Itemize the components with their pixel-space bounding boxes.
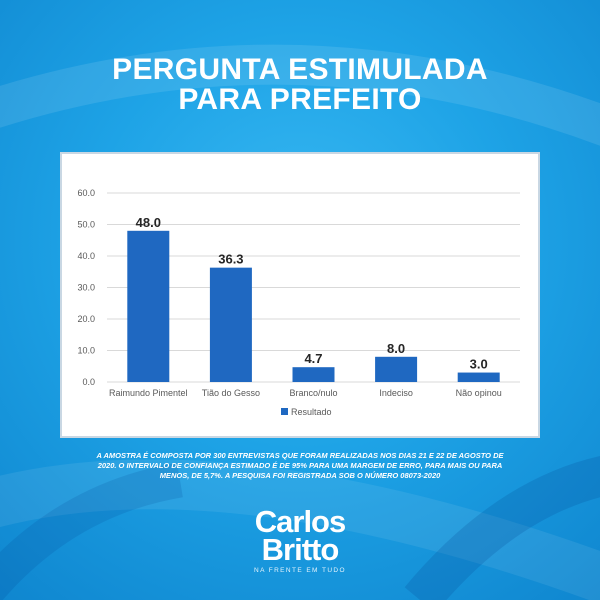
logo-line-1: Carlos — [254, 504, 346, 539]
x-tick-label: Branco/nulo — [289, 388, 337, 398]
bar — [292, 367, 335, 382]
logo-tagline: NA FRENTE EM TUDO — [254, 567, 346, 574]
y-tick-label: 20.0 — [77, 314, 95, 324]
legend-label: Resultado — [291, 407, 332, 417]
x-tick-label: Não opinou — [456, 388, 502, 398]
y-tick-label: 60.0 — [77, 188, 95, 198]
data-label: 36.3 — [218, 252, 243, 267]
brand-logo: Carlos Britto — [0, 504, 600, 567]
y-tick-label: 0.0 — [82, 377, 95, 387]
title-line-1: PERGUNTA ESTIMULADA — [112, 53, 488, 86]
page-title: PERGUNTA ESTIMULADA PARA PREFEITO — [0, 55, 600, 115]
y-tick-label: 10.0 — [77, 346, 95, 356]
x-tick-label: Tião do Gesso — [202, 388, 260, 398]
survey-footnote: A AMOSTRA É COMPOSTA POR 300 ENTREVISTAS… — [96, 451, 504, 480]
bar — [457, 372, 500, 382]
x-tick-label: Indeciso — [379, 388, 413, 398]
data-label: 8.0 — [387, 341, 405, 356]
bar — [127, 230, 170, 382]
x-tick-label: Raimundo Pimentel — [109, 388, 188, 398]
bar-chart: 0.0 10.0 20.0 30.0 40.0 50.0 60.0 48.0 Raimundo … — [77, 188, 520, 417]
y-tick-label: 30.0 — [77, 283, 95, 293]
bar — [209, 267, 252, 382]
data-label: 48.0 — [136, 215, 161, 230]
data-label: 3.0 — [470, 357, 488, 372]
logo-line-2: Britto — [261, 532, 340, 567]
legend-swatch — [281, 408, 288, 415]
chart-card: 0.0 10.0 20.0 30.0 40.0 50.0 60.0 48.0 Raimundo … — [60, 152, 540, 438]
y-tick-label: 50.0 — [77, 220, 95, 230]
title-line-2: PARA PREFEITO — [178, 83, 422, 116]
y-tick-label: 40.0 — [77, 251, 95, 261]
data-label: 4.7 — [304, 351, 322, 366]
bar — [375, 356, 418, 382]
